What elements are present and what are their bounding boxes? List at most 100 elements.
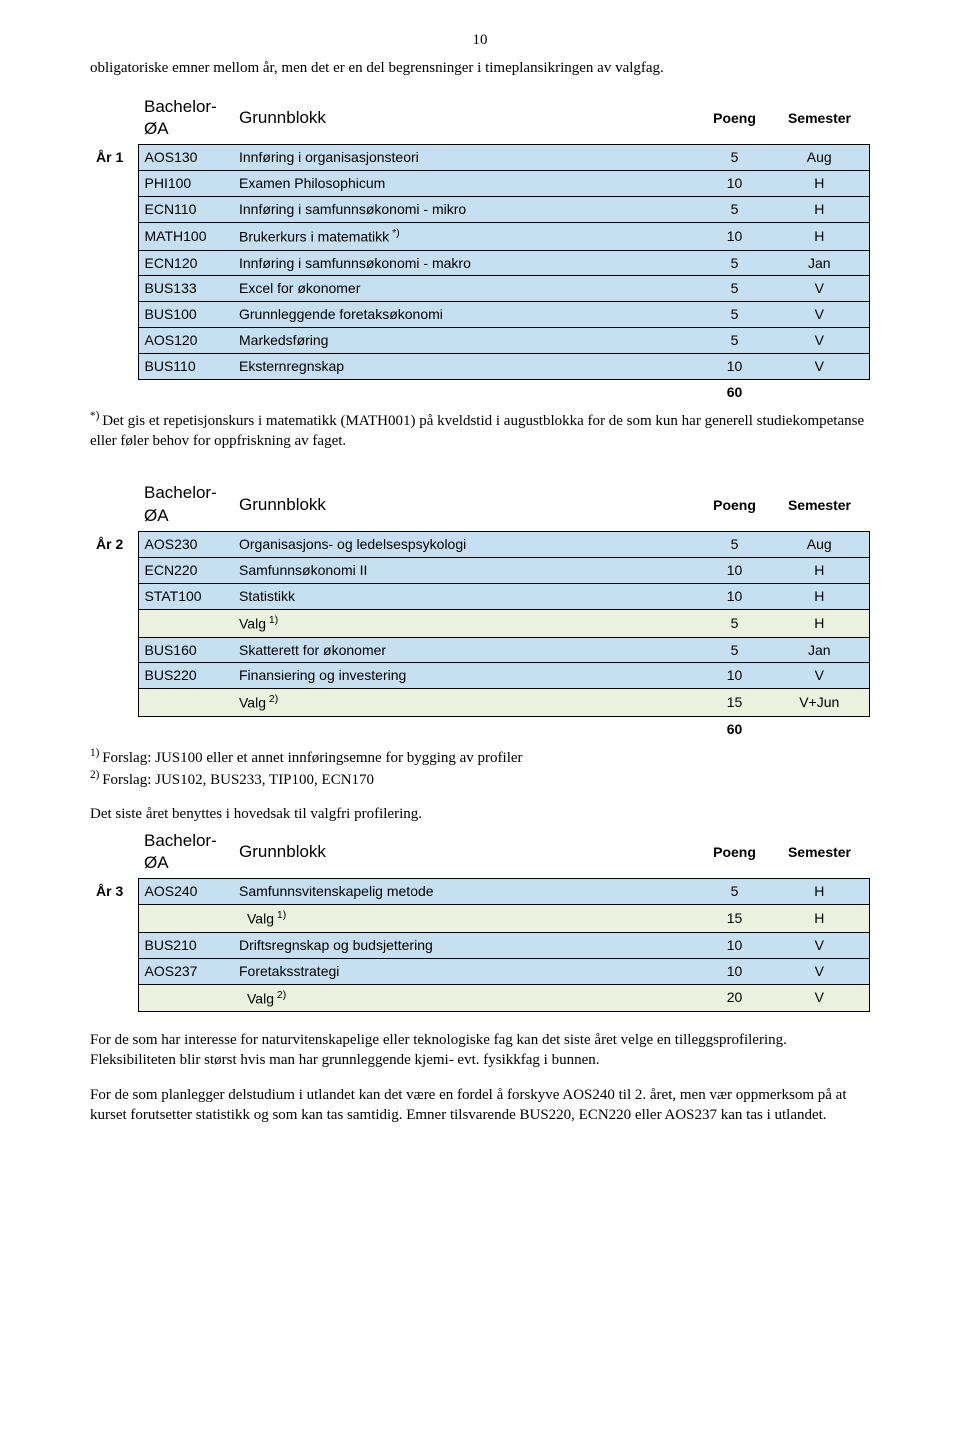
table-year2: Bachelor-ØAGrunnblokkPoengSemesterÅr 2AO… <box>90 479 870 741</box>
title-cell: Driftsregnskap og budsjettering <box>233 932 700 958</box>
table-row: År 3AOS240Samfunnsvitenskapelig metode5H <box>90 879 870 905</box>
year-cell: År 2 <box>90 532 138 558</box>
header-block: Grunnblokk <box>233 479 700 531</box>
year-cell <box>90 689 138 717</box>
code-cell: STAT100 <box>138 584 233 610</box>
semester-cell: Jan <box>770 250 870 276</box>
title-cell: Examen Philosophicum <box>233 171 700 197</box>
semester-cell: V <box>770 932 870 958</box>
points-cell: 10 <box>700 932 770 958</box>
year-cell <box>90 354 138 380</box>
points-cell: 10 <box>700 558 770 584</box>
sum-cell: 60 <box>700 716 770 741</box>
points-cell: 10 <box>700 958 770 984</box>
header-program: Bachelor-ØA <box>138 479 233 531</box>
header-block: Grunnblokk <box>233 827 700 879</box>
code-cell <box>138 609 233 637</box>
table-row: BUS160Skatterett for økonomer5Jan <box>90 637 870 663</box>
header-semester: Semester <box>770 93 870 145</box>
table-row: AOS120Markedsføring5V <box>90 328 870 354</box>
semester-cell: V <box>770 354 870 380</box>
page-number: 10 <box>90 30 870 50</box>
code-cell: BUS210 <box>138 932 233 958</box>
table-year3: Bachelor-ØAGrunnblokkPoengSemesterÅr 3AO… <box>90 827 870 1013</box>
table3-container: Bachelor-ØAGrunnblokkPoengSemesterÅr 3AO… <box>90 827 870 1013</box>
semester-cell: H <box>770 171 870 197</box>
table1-container: Bachelor-ØAGrunnblokkPoengSemesterÅr 1AO… <box>90 93 870 452</box>
semester-cell: H <box>770 905 870 933</box>
code-cell: AOS230 <box>138 532 233 558</box>
table-row: MATH100Brukerkurs i matematikk *)10H <box>90 223 870 251</box>
points-cell: 10 <box>700 663 770 689</box>
year-cell <box>90 932 138 958</box>
points-cell: 20 <box>700 984 770 1012</box>
table-row: ECN120Innføring i samfunnsøkonomi - makr… <box>90 250 870 276</box>
code-cell: ECN120 <box>138 250 233 276</box>
table-row: BUS110Eksternregnskap10V <box>90 354 870 380</box>
table-row: PHI100Examen Philosophicum10H <box>90 171 870 197</box>
year-cell <box>90 302 138 328</box>
title-cell: Brukerkurs i matematikk *) <box>233 223 700 251</box>
year-cell: År 3 <box>90 879 138 905</box>
year-cell <box>90 637 138 663</box>
code-cell <box>138 689 233 717</box>
title-cell: Markedsføring <box>233 328 700 354</box>
title-cell: Excel for økonomer <box>233 276 700 302</box>
table-row: BUS220Finansiering og investering10V <box>90 663 870 689</box>
points-cell: 5 <box>700 609 770 637</box>
table-row: Valg 2)15V+Jun <box>90 689 870 717</box>
year-cell <box>90 171 138 197</box>
code-cell: BUS110 <box>138 354 233 380</box>
points-cell: 5 <box>700 302 770 328</box>
code-cell: BUS220 <box>138 663 233 689</box>
table1-note: *) Det gis et repetisjonskurs i matemati… <box>90 409 870 452</box>
points-cell: 5 <box>700 197 770 223</box>
semester-cell: H <box>770 879 870 905</box>
points-cell: 5 <box>700 328 770 354</box>
header-program: Bachelor-ØA <box>138 827 233 879</box>
points-cell: 10 <box>700 584 770 610</box>
header-points: Poeng <box>700 479 770 531</box>
title-cell: Valg 2) <box>233 984 700 1012</box>
year-cell <box>90 223 138 251</box>
table-row: BUS133Excel for økonomer5V <box>90 276 870 302</box>
points-cell: 10 <box>700 171 770 197</box>
title-cell: Samfunnsvitenskapelig metode <box>233 879 700 905</box>
semester-cell: Aug <box>770 532 870 558</box>
semester-cell: V <box>770 984 870 1012</box>
year-cell <box>90 197 138 223</box>
semester-cell: H <box>770 558 870 584</box>
points-cell: 15 <box>700 905 770 933</box>
points-cell: 5 <box>700 532 770 558</box>
mid-paragraph: Det siste året benyttes i hovedsak til v… <box>90 804 870 824</box>
table-row: ECN110Innføring i samfunnsøkonomi - mikr… <box>90 197 870 223</box>
semester-cell: H <box>770 223 870 251</box>
table-row: AOS237Foretaksstrategi10V <box>90 958 870 984</box>
title-cell: Valg 1) <box>233 905 700 933</box>
table2-note1: 1) Forslag: JUS100 eller et annet innfør… <box>90 746 870 768</box>
title-cell: Innføring i organisasjonsteori <box>233 145 700 171</box>
semester-cell: H <box>770 197 870 223</box>
table-row: År 2AOS230Organisasjons- og ledelsespsyk… <box>90 532 870 558</box>
semester-cell: H <box>770 584 870 610</box>
year-cell <box>90 905 138 933</box>
code-cell: AOS240 <box>138 879 233 905</box>
code-cell: AOS130 <box>138 145 233 171</box>
points-cell: 10 <box>700 354 770 380</box>
year-cell: År 1 <box>90 145 138 171</box>
code-cell: ECN220 <box>138 558 233 584</box>
points-cell: 15 <box>700 689 770 717</box>
sum-row: 60 <box>90 716 870 741</box>
code-cell: AOS120 <box>138 328 233 354</box>
year-cell <box>90 584 138 610</box>
semester-cell: V <box>770 958 870 984</box>
table2-note2: 2) Forslag: JUS102, BUS233, TIP100, ECN1… <box>90 768 870 790</box>
title-cell: Grunnleggende foretaksøkonomi <box>233 302 700 328</box>
points-cell: 10 <box>700 223 770 251</box>
title-cell: Valg 1) <box>233 609 700 637</box>
semester-cell: V <box>770 663 870 689</box>
code-cell <box>138 984 233 1012</box>
table-row: Valg 2)20V <box>90 984 870 1012</box>
code-cell: BUS160 <box>138 637 233 663</box>
title-cell: Valg 2) <box>233 689 700 717</box>
